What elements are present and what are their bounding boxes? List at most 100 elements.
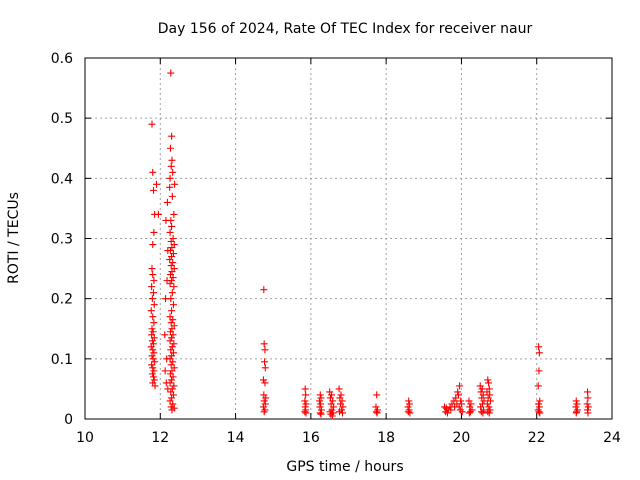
data-point	[148, 325, 156, 333]
data-point	[167, 403, 175, 411]
data-point	[477, 408, 485, 416]
data-point	[161, 367, 169, 375]
data-point	[486, 391, 494, 399]
y-tick-label: 0	[64, 412, 73, 428]
data-point	[535, 408, 543, 416]
data-point	[337, 391, 345, 399]
data-point	[484, 376, 492, 384]
data-point	[166, 228, 174, 236]
data-point	[465, 397, 473, 405]
data-point	[302, 400, 310, 408]
data-point	[339, 403, 347, 411]
data-point	[405, 400, 413, 408]
data-point	[572, 403, 580, 411]
x-tick-label: 10	[76, 430, 94, 446]
data-point	[149, 271, 157, 279]
data-point	[150, 228, 158, 236]
data-point	[476, 382, 484, 390]
data-point	[338, 409, 346, 417]
data-point	[163, 277, 171, 285]
data-point	[167, 162, 175, 170]
data-point	[153, 180, 161, 188]
data-point	[168, 394, 176, 402]
data-point	[260, 340, 268, 348]
data-point	[167, 361, 175, 369]
data-point	[166, 256, 174, 264]
data-point	[454, 388, 462, 396]
data-point	[456, 382, 464, 390]
data-point	[405, 406, 413, 414]
data-point	[171, 180, 179, 188]
data-point	[164, 247, 172, 255]
x-axis-label: GPS time / hours	[286, 459, 403, 475]
y-tick-label: 0.2	[51, 292, 73, 308]
data-point	[536, 409, 544, 417]
x-tick-label: 24	[603, 430, 621, 446]
data-point	[477, 403, 485, 411]
data-point	[573, 400, 581, 408]
data-point	[149, 168, 157, 176]
plot-frame	[84, 57, 613, 420]
data-point	[150, 373, 158, 381]
data-point	[164, 385, 172, 393]
data-point	[148, 265, 156, 273]
data-point	[150, 289, 158, 297]
data-point	[260, 391, 268, 399]
data-point	[536, 397, 544, 405]
y-tick-label: 0.1	[51, 352, 73, 368]
data-point	[154, 210, 162, 218]
data-point	[479, 391, 487, 399]
data-point	[148, 295, 156, 303]
data-point	[458, 408, 466, 416]
y-tick-label: 0.3	[51, 232, 73, 248]
chart-title: Day 156 of 2024, Rate Of TEC Index for r…	[158, 21, 533, 37]
data-point	[162, 379, 170, 387]
data-point	[168, 334, 176, 342]
data-point	[317, 410, 325, 418]
data-point	[261, 346, 269, 354]
data-point	[167, 69, 175, 77]
data-point	[168, 325, 176, 333]
data-point	[168, 222, 176, 230]
data-point	[148, 283, 156, 291]
data-point	[404, 408, 412, 416]
data-point	[465, 409, 473, 417]
data-point	[572, 409, 580, 417]
data-point	[261, 400, 269, 408]
axis-ticks: 10 12 14 16 18 20 22 24 0 0.1 0.2 0.3 0.4 0.5 0.6	[51, 51, 621, 446]
data-point	[302, 391, 310, 399]
data-point	[168, 253, 176, 261]
data-point	[328, 406, 336, 414]
data-point	[169, 259, 177, 267]
data-point	[483, 400, 491, 408]
data-point	[168, 352, 176, 360]
data-point	[259, 376, 267, 384]
data-point	[149, 241, 157, 249]
data-point	[535, 349, 543, 357]
data-point	[149, 346, 157, 354]
data-point	[338, 397, 346, 405]
data-point	[150, 319, 158, 327]
y-tick-label: 0.5	[51, 111, 73, 127]
data-point	[148, 120, 156, 128]
data-point	[479, 409, 487, 417]
data-point	[162, 216, 170, 224]
data-point	[317, 400, 325, 408]
data-point	[151, 382, 159, 390]
data-point	[478, 385, 486, 393]
data-point	[169, 168, 177, 176]
x-tick-label: 16	[302, 430, 320, 446]
data-point	[535, 400, 543, 408]
data-point	[316, 403, 324, 411]
data-point	[168, 367, 176, 375]
data-point	[168, 289, 176, 297]
data-point	[169, 316, 177, 324]
data-point	[168, 376, 176, 384]
data-point	[335, 385, 343, 393]
x-tick-label: 14	[227, 430, 245, 446]
data-point	[406, 409, 414, 417]
data-point	[260, 286, 268, 294]
data-point	[150, 186, 158, 194]
y-tick-label: 0.4	[51, 171, 73, 187]
data-point	[170, 210, 178, 218]
